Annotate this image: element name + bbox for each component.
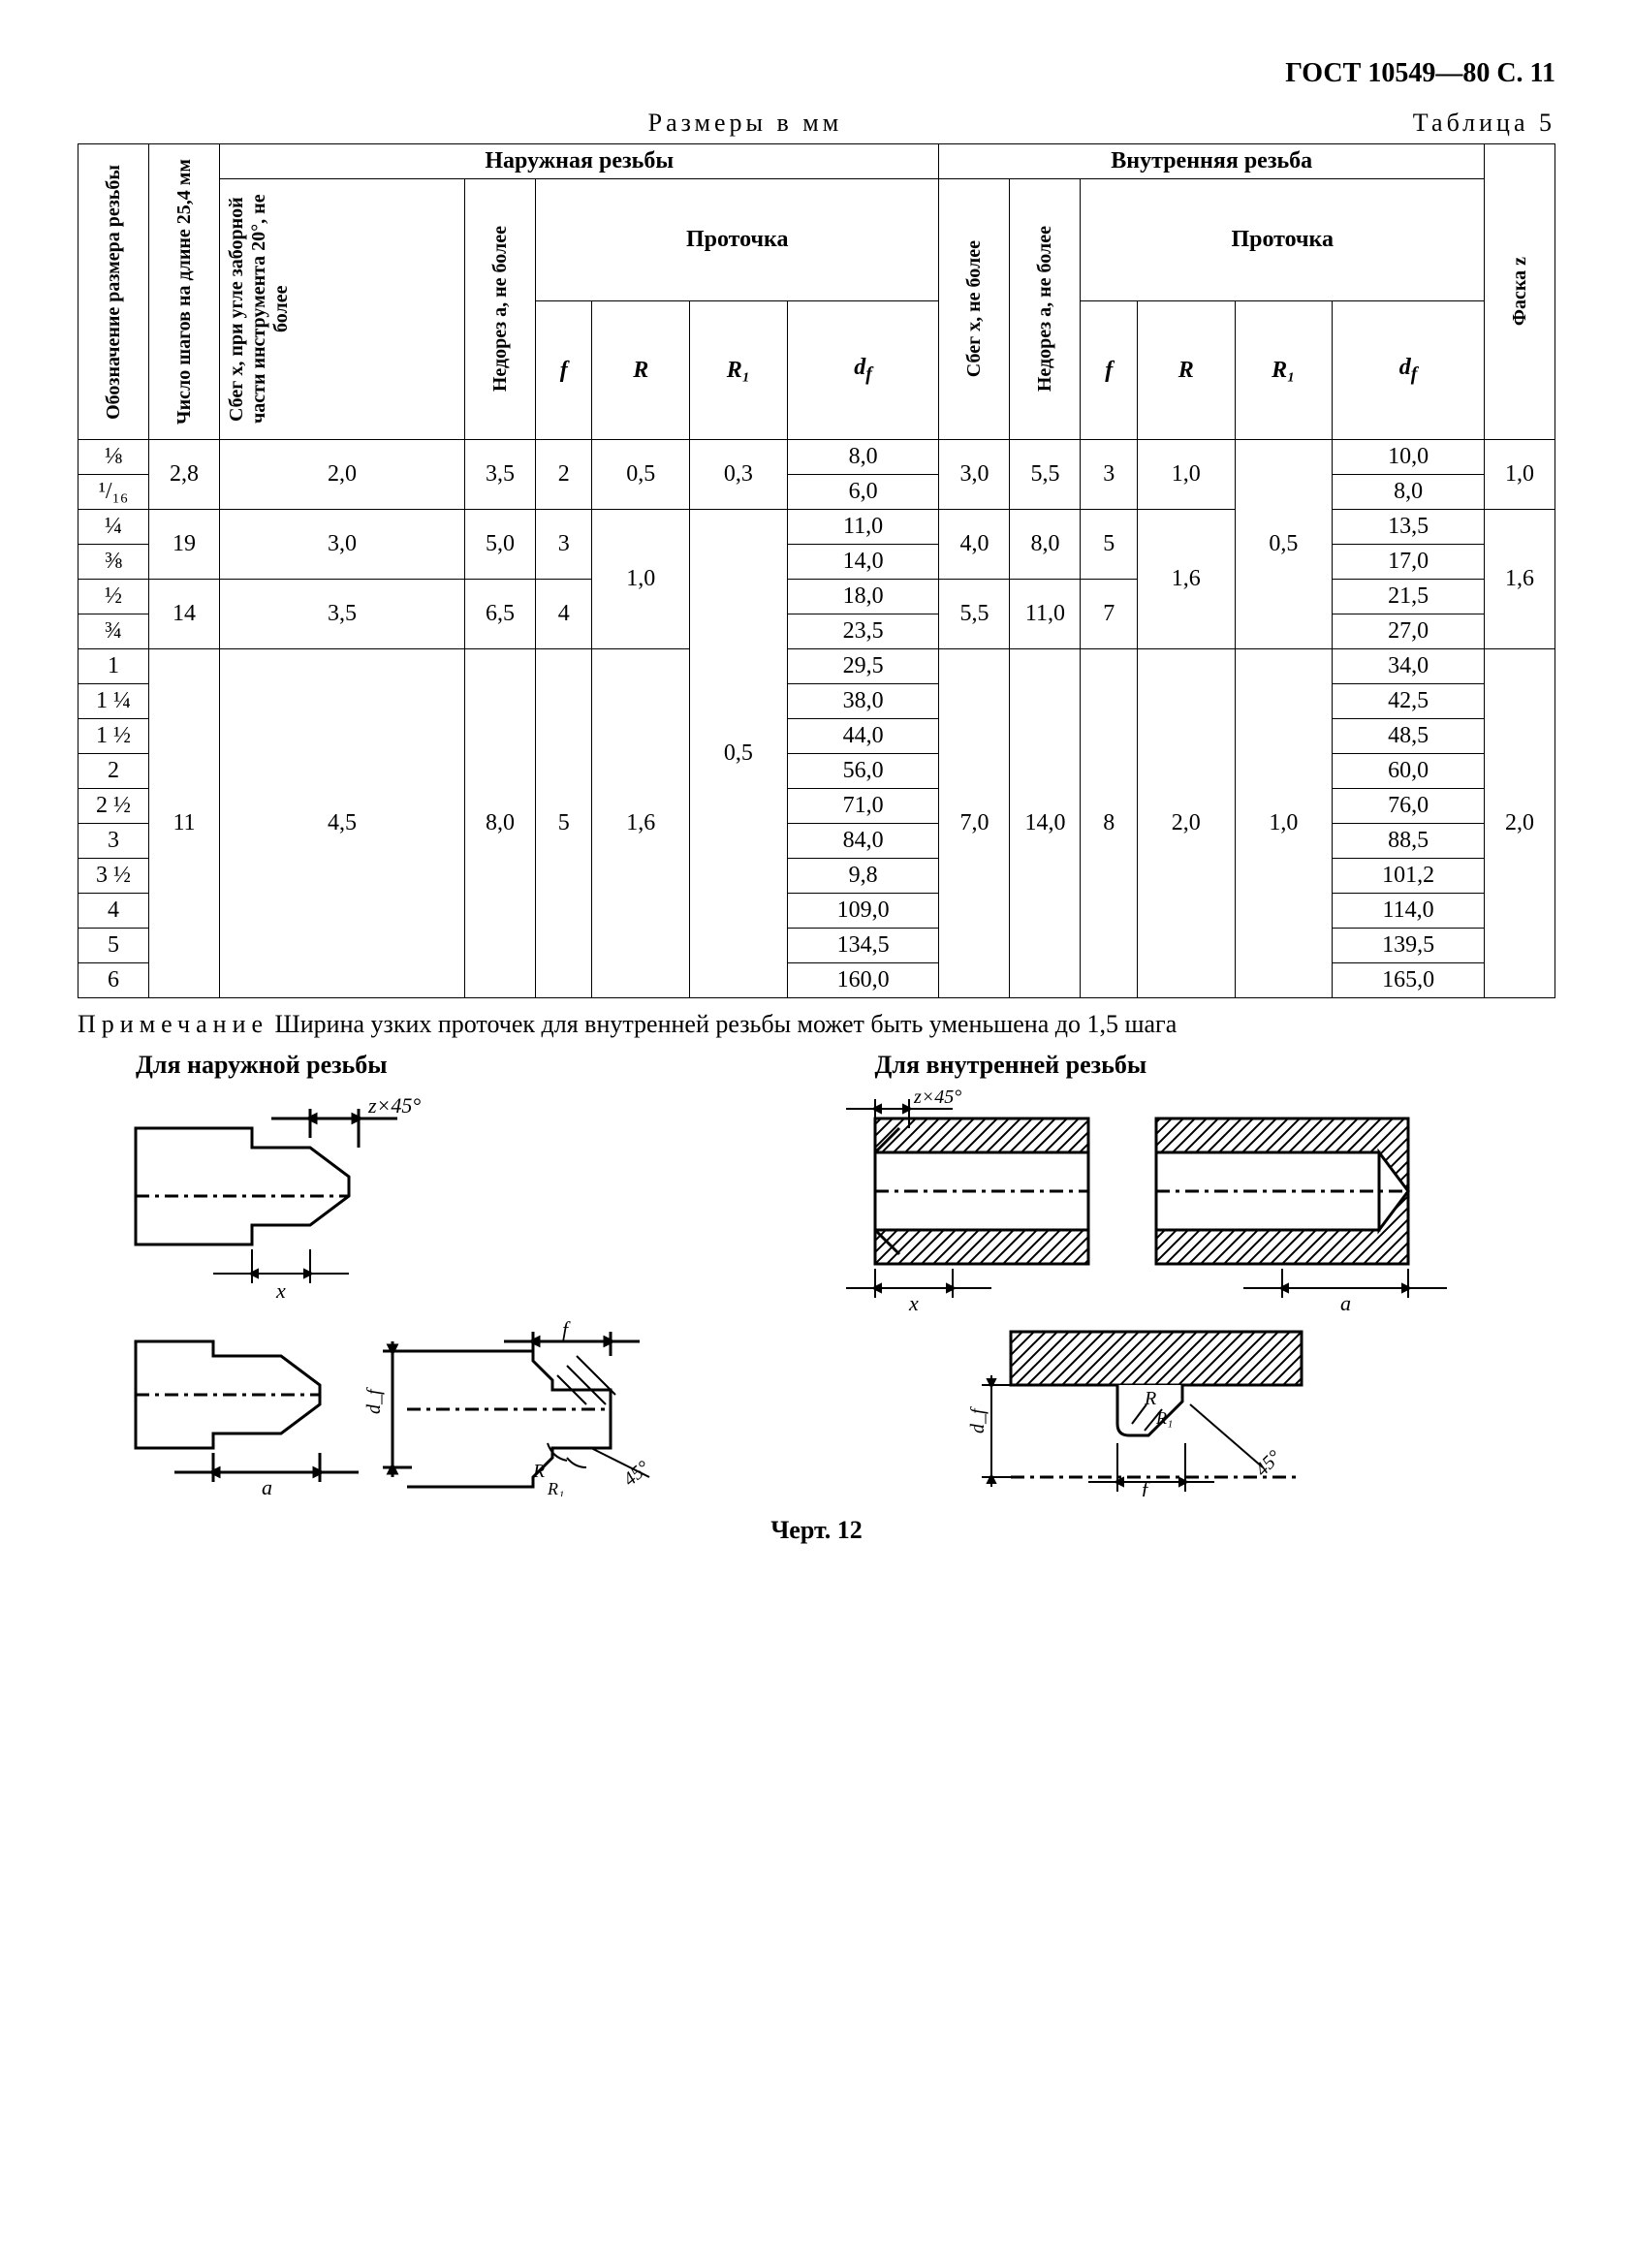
col-ned-int: Недорез a, не более xyxy=(1010,179,1081,440)
figure-caption: Черт. 12 xyxy=(78,1516,1555,1545)
note: Примечание Ширина узких проточек для вну… xyxy=(78,1008,1555,1041)
col-f-int: f xyxy=(1081,301,1137,440)
col-faska: Фаска z xyxy=(1485,144,1555,440)
table-caption-row: Размеры в мм Таблица 5 xyxy=(78,109,1555,138)
col-R1-ext: R₁ xyxy=(690,301,788,440)
svg-text:R: R xyxy=(532,1461,545,1482)
svg-text:a: a xyxy=(262,1475,272,1496)
col-steps: Число шагов на длине 25,4 мм xyxy=(149,144,220,440)
table-row: ¼ 19 3,0 5,0 3 1,0 0,5 11,0 4,0 8,0 5 1,… xyxy=(79,510,1555,545)
svg-text:x: x xyxy=(908,1291,919,1315)
svg-text:d_f: d_f xyxy=(363,1387,385,1414)
group-ext: Наружная резьбы xyxy=(220,144,939,179)
main-table: Обозначение размера резьбы Число шагов н… xyxy=(78,143,1555,998)
svg-text:f: f xyxy=(1142,1477,1150,1496)
group-grv-ext: Проточка xyxy=(536,179,939,301)
col-df-int: df xyxy=(1333,301,1485,440)
svg-text:45°: 45° xyxy=(619,1457,654,1491)
col-sbeg-ext: Сбег x, при угле заборной части инструме… xyxy=(220,179,465,440)
diagram-external-icon: z×45° x a xyxy=(78,1089,698,1496)
col-size: Обозначение размера резьбы xyxy=(79,144,149,440)
diag-int-title: Для внутренней резьбы xyxy=(817,1051,1556,1080)
svg-text:R₁: R₁ xyxy=(1155,1408,1173,1428)
col-f-ext: f xyxy=(536,301,592,440)
svg-text:x: x xyxy=(275,1278,286,1303)
note-lead: Примечание xyxy=(78,1010,268,1038)
svg-text:a: a xyxy=(1340,1291,1351,1315)
svg-text:z×45°: z×45° xyxy=(913,1089,961,1108)
col-ned-ext: Недорез a, не более xyxy=(465,179,536,440)
group-grv-int: Проточка xyxy=(1081,179,1485,301)
table-row: 1 11 4,5 8,0 5 1,6 29,5 7,0 14,0 8 2,0 1… xyxy=(79,649,1555,684)
col-R1-int: R₁ xyxy=(1235,301,1333,440)
svg-text:R: R xyxy=(1144,1388,1156,1409)
col-R-ext: R xyxy=(592,301,690,440)
diagram-internal-icon: z×45° x a xyxy=(817,1089,1495,1496)
col-sbeg-int: Сбег x, не более xyxy=(939,179,1010,440)
svg-text:d_f: d_f xyxy=(967,1406,989,1433)
note-body: Ширина узких проточек для внутренней рез… xyxy=(275,1010,1178,1038)
caption-right: Таблица 5 xyxy=(1413,109,1555,138)
col-R-int: R xyxy=(1137,301,1235,440)
table-row: ⅛ 2,8 2,0 3,5 2 0,5 0,3 8,0 3,0 5,5 3 1,… xyxy=(79,440,1555,475)
diag-ext-title: Для наружной резьбы xyxy=(78,1051,817,1080)
group-int: Внутренняя резьба xyxy=(939,144,1485,179)
svg-text:R₁: R₁ xyxy=(547,1479,564,1496)
svg-text:45°: 45° xyxy=(1250,1446,1284,1480)
svg-text:z×45°: z×45° xyxy=(367,1093,421,1118)
page-header: ГОСТ 10549—80 С. 11 xyxy=(78,58,1555,89)
svg-text:f: f xyxy=(562,1317,571,1341)
col-df-ext: df xyxy=(787,301,939,440)
table-row: ½ 14 3,5 6,5 4 18,0 5,5 11,0 7 21,5 xyxy=(79,580,1555,614)
caption-center: Размеры в мм xyxy=(78,109,1413,138)
